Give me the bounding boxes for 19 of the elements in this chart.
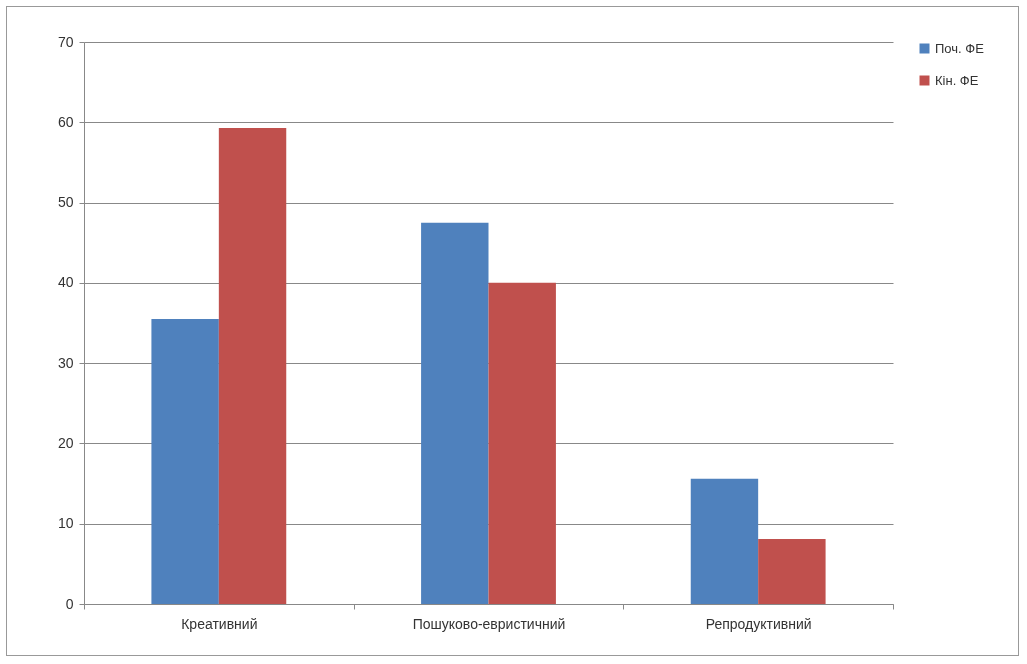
legend-label: Поч. ФЕ [935,40,985,56]
bar [758,538,826,604]
bar [690,478,759,604]
y-tick-label: 20 [57,434,74,451]
y-tick-label: 30 [57,354,74,371]
y-tick-label: 70 [57,33,74,50]
x-tick-label: Репродуктивний [705,615,812,632]
bar [421,222,489,604]
x-tick-label: Креативний [181,615,258,632]
y-tick-label: 50 [57,194,74,211]
y-tick-label: 40 [57,274,74,291]
bar [488,282,556,604]
y-tick-label: 60 [57,113,74,130]
x-tick-label: Пошуково-евристичний [412,615,566,632]
bar [151,318,219,604]
y-tick-label: 10 [57,515,74,532]
bar [218,127,287,604]
y-tick-label: 0 [65,595,74,612]
legend-label: Кін. ФЕ [935,72,979,88]
